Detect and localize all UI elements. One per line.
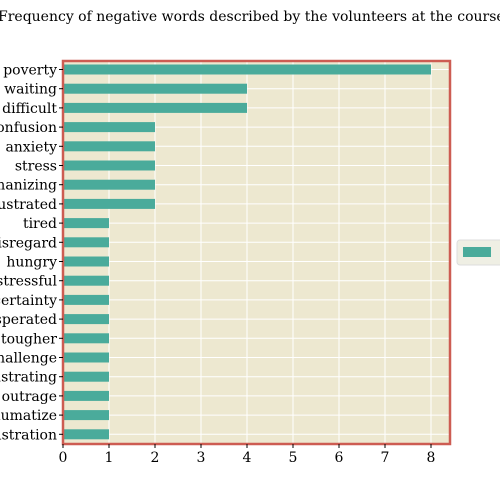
category-label: hungry (6, 255, 57, 271)
bar-anxiety (63, 141, 155, 152)
category-label: difficult (2, 101, 57, 117)
bar-frustrated (63, 198, 155, 209)
x-tick-label: 0 (59, 450, 68, 466)
category-label: poverty (3, 63, 57, 79)
x-tick-label: 8 (427, 450, 436, 466)
category-label: frustration (0, 427, 57, 443)
bar-waiting (63, 83, 247, 94)
category-label: frustrating (0, 370, 57, 386)
category-label: tired (23, 216, 57, 232)
x-tick-label: 5 (289, 450, 298, 466)
x-tick-label: 2 (151, 450, 160, 466)
category-label: confusion (0, 120, 57, 136)
bar-frustration (63, 429, 109, 440)
category-label: challenge (0, 351, 57, 367)
bar-frustrating (63, 371, 109, 382)
bar-tougher (63, 333, 109, 344)
category-label: uncertainty (0, 293, 57, 309)
category-label: stressful (0, 274, 58, 290)
plot-frame (61, 59, 452, 446)
bar-confusion (63, 122, 155, 133)
category-label: dehumanizing (0, 178, 57, 194)
bar-stressful (63, 275, 109, 286)
category-labels: poverty waiting difficult confusion anxiety s… (0, 63, 63, 443)
category-label: tougher (1, 331, 57, 347)
category-label: exasperated (0, 312, 57, 328)
chart-title: Frequency of negative words described by… (0, 9, 500, 25)
plot-background (63, 61, 450, 444)
legend[interactable] (456, 239, 500, 266)
bar-uncertainty (63, 294, 109, 305)
x-tick-label: 7 (381, 450, 390, 466)
x-tick-label: 6 (335, 450, 344, 466)
bar-poverty (63, 64, 431, 75)
category-label: stress (15, 159, 57, 175)
x-tick-label: 4 (243, 450, 252, 466)
category-label: frustrated (0, 197, 57, 213)
bar-outrage (63, 390, 109, 401)
bar-dehumanizing (63, 179, 155, 190)
bar-difficult (63, 102, 247, 113)
bar-tired (63, 218, 109, 229)
bar-exasperated (63, 314, 109, 325)
bar-hungry (63, 256, 109, 267)
category-label: outrage (2, 389, 57, 405)
bars (63, 64, 431, 440)
bar-traumatize (63, 410, 109, 421)
category-label: waiting (4, 82, 57, 98)
bar-stress (63, 160, 155, 171)
x-tick-label: 1 (105, 450, 114, 466)
x-tick-label: 3 (197, 450, 206, 466)
legend-swatch (463, 247, 491, 257)
bar-challenge (63, 352, 109, 363)
category-label: anxiety (5, 139, 57, 155)
x-axis-ticks: 0 1 2 3 4 5 6 7 8 (59, 444, 436, 466)
category-label: traumatize (0, 408, 57, 424)
bar-disregard (63, 237, 109, 248)
category-label: disregard (0, 235, 57, 251)
